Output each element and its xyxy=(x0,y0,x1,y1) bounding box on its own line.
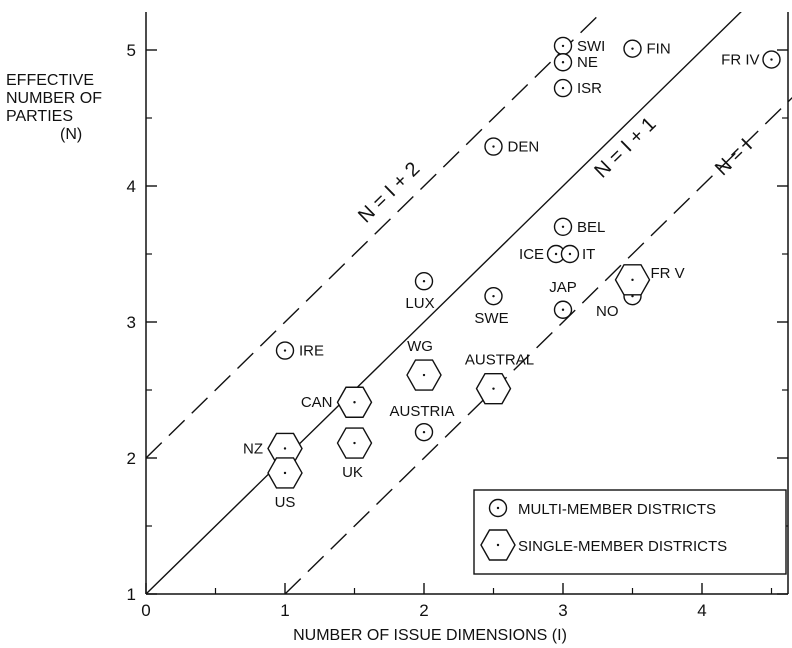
point-swe-marker xyxy=(484,286,503,306)
y-axis-title: EFFECTIVE NUMBER OF PARTIES (N) xyxy=(6,72,136,144)
point-lux-label: LUX xyxy=(405,295,434,312)
marker-center-dot xyxy=(353,441,356,445)
marker-center-dot xyxy=(631,278,634,282)
point-jap-label: JAP xyxy=(549,279,577,296)
point-isr-marker xyxy=(553,78,573,98)
point-den-marker xyxy=(484,137,503,156)
point-isr-label: ISR xyxy=(577,80,602,97)
point-us-label: US xyxy=(275,494,296,511)
point-it-label: IT xyxy=(582,246,595,263)
marker-center-dot xyxy=(631,294,634,298)
point-us-marker xyxy=(267,457,303,489)
y-tick-label: 5 xyxy=(127,41,136,60)
point-ice-label: ICE xyxy=(519,246,544,263)
x-tick-label: 1 xyxy=(280,601,289,620)
legend-multi-member-label: MULTI-MEMBER DISTRICTS xyxy=(518,501,716,518)
marker-center-dot xyxy=(561,61,565,64)
point-austral-marker xyxy=(475,372,512,405)
marker-center-dot xyxy=(422,373,426,377)
point-can-marker xyxy=(336,386,373,418)
marker-center-dot xyxy=(283,471,287,475)
line-label-n-i-plus-2: N = I + 2 xyxy=(354,158,424,227)
point-can-label: CAN xyxy=(301,394,333,411)
marker-center-dot xyxy=(561,86,565,90)
line-label-n-i-plus-1: N = I + 1 xyxy=(590,113,660,182)
marker-center-dot xyxy=(283,447,287,450)
y-tick-label: 2 xyxy=(127,449,136,468)
marker-center-dot xyxy=(492,294,495,298)
y-axis-title-line-3: PARTIES xyxy=(6,108,73,125)
reference-line xyxy=(146,12,603,459)
point-austria-marker xyxy=(414,422,434,442)
point-fr-v-label: FR V xyxy=(651,265,685,282)
reference-line-labels: N = I + 2 N = I + 1 N = I xyxy=(354,113,757,227)
marker-center-dot xyxy=(568,252,572,256)
point-fin-marker xyxy=(623,39,642,58)
legend-box xyxy=(473,489,787,575)
marker-center-dot xyxy=(492,387,495,390)
point-den-label: DEN xyxy=(508,139,540,156)
point-swe-label: SWE xyxy=(474,310,508,327)
point-austria-label: AUSTRIA xyxy=(389,403,454,420)
reference-line xyxy=(284,96,792,594)
legend-hexagon-icon xyxy=(480,529,516,561)
point-fr-iv-marker xyxy=(762,50,781,69)
marker-center-dot xyxy=(492,145,495,148)
point-ne-label: NE xyxy=(577,54,598,71)
y-axis-title-line-2: NUMBER OF xyxy=(6,90,102,107)
marker-center-dot xyxy=(283,349,287,352)
marker-center-dot xyxy=(561,308,565,311)
marker-center-dot xyxy=(770,58,773,61)
x-axis-title: NUMBER OF ISSUE DIMENSIONS (I) xyxy=(293,627,567,644)
point-uk-marker xyxy=(336,427,373,459)
y-axis-title-line-1: EFFECTIVE xyxy=(6,72,95,89)
point-ne-marker xyxy=(553,53,573,72)
point-bel-label: BEL xyxy=(577,219,605,236)
point-swi-marker xyxy=(553,36,573,56)
y-tick-label: 1 xyxy=(127,585,136,604)
marker-center-dot xyxy=(422,280,426,283)
marker-center-dot xyxy=(353,401,356,404)
reference-lines xyxy=(146,12,792,594)
line-label-n-i: N = I xyxy=(711,134,757,180)
point-no-label: NO xyxy=(596,303,619,320)
legend-single-member-label: SINGLE-MEMBER DISTRICTS xyxy=(518,538,727,555)
point-ire-marker xyxy=(275,341,295,360)
y-axis-unit: (N) xyxy=(60,126,83,143)
point-it-marker xyxy=(560,244,580,264)
point-uk-label: UK xyxy=(342,464,363,481)
data-points: SWI FIN NE FR IV ISR DEN BEL ICE IT LUX SWE JAP NO IR… xyxy=(243,36,781,511)
point-ire-label: IRE xyxy=(299,343,324,360)
marker-center-dot xyxy=(554,252,558,256)
legend: MULTI-MEMBER DISTRICTS SINGLE-MEMBER DIST… xyxy=(473,489,787,575)
y-tick-label: 4 xyxy=(127,177,136,196)
point-wg-label: WG xyxy=(407,338,433,355)
y-tick-label: 3 xyxy=(127,313,136,332)
point-bel-marker xyxy=(553,217,573,237)
reference-line xyxy=(146,12,742,594)
point-wg-marker xyxy=(406,359,442,391)
marker-center-dot xyxy=(561,44,565,48)
marker-center-dot xyxy=(496,543,500,547)
marker-center-dot xyxy=(422,430,426,434)
x-tick-label: 4 xyxy=(697,601,706,620)
legend-circle-icon xyxy=(488,498,508,518)
point-nz-label: NZ xyxy=(243,440,263,457)
point-jap-marker xyxy=(553,300,573,319)
point-fin-label: FIN xyxy=(647,41,671,58)
marker-center-dot xyxy=(631,47,634,50)
x-tick-label: 2 xyxy=(419,601,428,620)
x-tick-label: 0 xyxy=(141,601,150,620)
point-fr-iv-label: FR IV xyxy=(721,52,759,69)
point-lux-marker xyxy=(414,272,434,291)
point-fr-v-marker xyxy=(614,264,651,296)
marker-center-dot xyxy=(561,225,565,228)
marker-center-dot xyxy=(496,506,500,510)
point-swi-label: SWI xyxy=(577,38,605,55)
x-tick-label: 3 xyxy=(558,601,567,620)
point-austral-label: AUSTRAL xyxy=(465,352,534,369)
